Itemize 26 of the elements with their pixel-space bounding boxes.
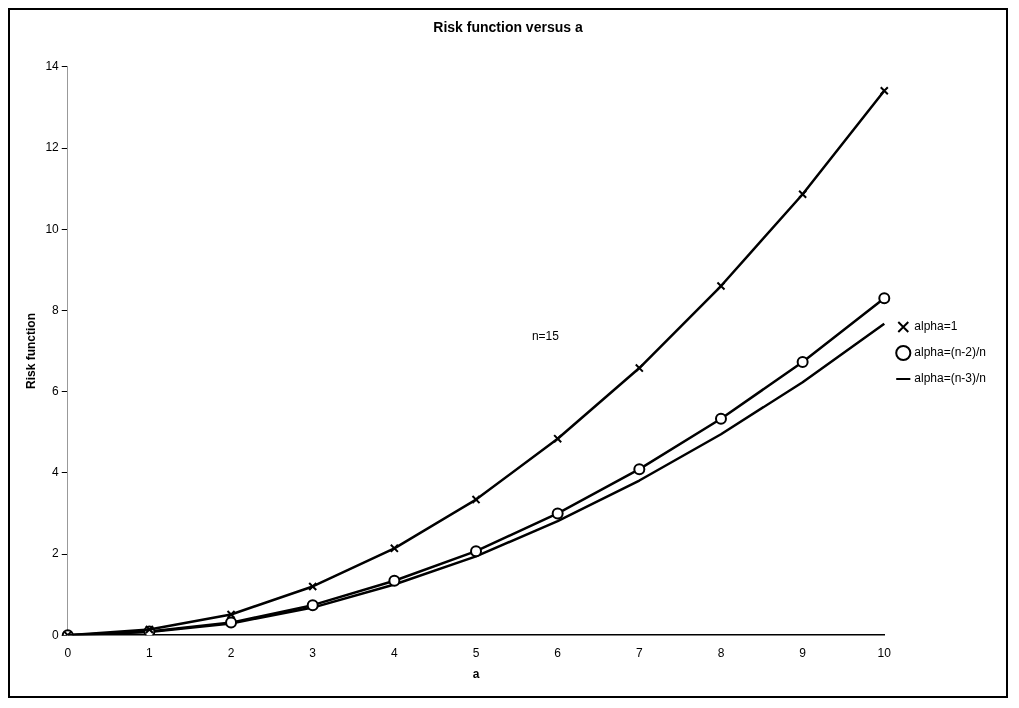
x-axis-title: a	[472, 667, 480, 682]
x-tick-label: 2	[227, 645, 235, 660]
annotation: n=15	[531, 328, 560, 343]
legend-label: alpha=(n-2)/n	[914, 345, 987, 360]
y-axis-title: Risk function	[23, 312, 38, 390]
y-tick-label: 12	[45, 140, 60, 155]
y-tick-label: 6	[52, 383, 60, 398]
y-tick-label: 4	[52, 465, 60, 480]
x-tick-label: 10	[877, 645, 892, 660]
x-tick-label: 6	[554, 645, 562, 660]
y-tick-label: 2	[52, 546, 60, 561]
y-tick-label: 14	[45, 59, 60, 74]
y-tick-label: 0	[52, 627, 60, 642]
chart-title: Risk function versus a	[433, 19, 583, 36]
x-tick-label: 5	[472, 645, 480, 660]
legend-label: alpha=(n-3)/n	[914, 371, 987, 386]
x-tick-label: 7	[635, 645, 643, 660]
legend-label: alpha=1	[914, 319, 958, 334]
y-tick-label: 8	[52, 302, 60, 317]
x-tick-label: 4	[391, 645, 399, 660]
x-tick-label: 8	[717, 645, 725, 660]
x-tick-label: 3	[309, 645, 317, 660]
x-tick-label: 0	[64, 645, 72, 660]
x-tick-label: 1	[146, 645, 154, 660]
y-tick-label: 10	[45, 221, 60, 236]
x-tick-label: 9	[799, 645, 807, 660]
